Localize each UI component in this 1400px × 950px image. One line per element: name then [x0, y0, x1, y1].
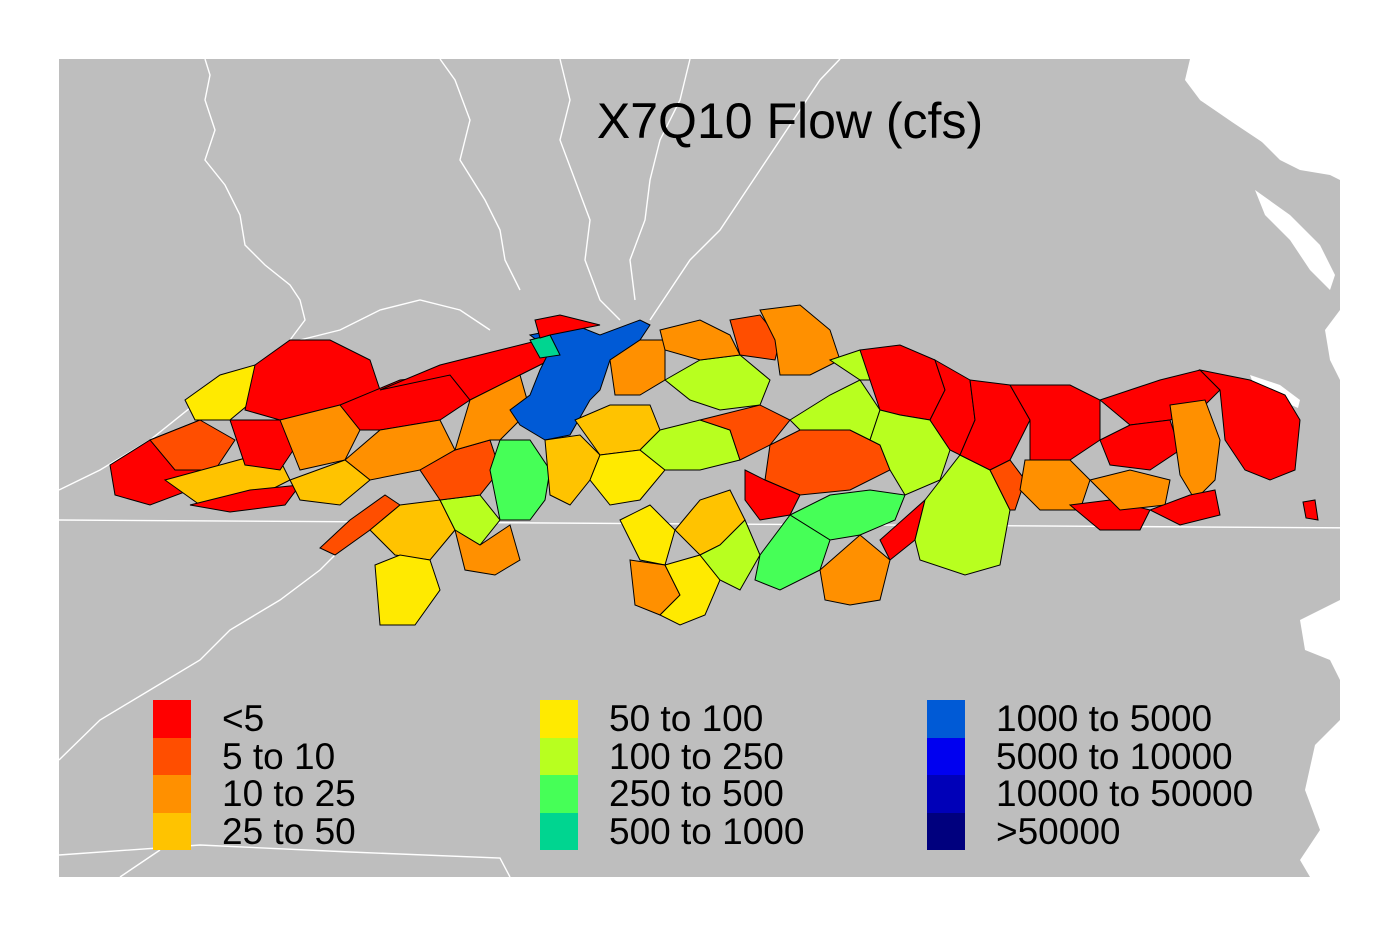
watershed-polygon [289, 459, 371, 506]
legend-swatch [927, 737, 965, 775]
watershed-polygon [1089, 469, 1171, 511]
coastal-water [1185, 59, 1340, 877]
watershed-polygon [509, 319, 651, 441]
watershed-polygon [534, 314, 601, 339]
legend-column-3: 1000 to 5000 5000 to 10000 10000 to 5000… [927, 700, 1253, 850]
watershed-polygon [149, 419, 236, 471]
legend-item: 10000 to 50000 [927, 775, 1253, 813]
watershed-polygon [619, 504, 676, 566]
legend-label: 50 to 100 [609, 698, 764, 739]
watershed-polygon [1169, 399, 1221, 501]
legend-item: 500 to 1000 [540, 810, 805, 852]
legend-item: 50 to 100 [540, 700, 804, 738]
legend-item: 5000 to 10000 [927, 735, 1253, 777]
legend-swatch [927, 775, 965, 813]
watershed-polygon [759, 304, 841, 376]
watershed-polygon [454, 524, 521, 576]
legend-label: 5000 to 10000 [996, 735, 1233, 777]
legend-column-1: <5 5 to 10 10 to 25 25 to 50 [153, 700, 356, 850]
watershed-polygon [819, 534, 891, 606]
legend-item: >50000 [927, 810, 1253, 852]
legend-label: 25 to 50 [222, 810, 356, 852]
map-title: X7Q10 Flow (cfs) [596, 93, 984, 149]
watershed-polygon [229, 419, 301, 471]
legend-label: >50000 [996, 810, 1121, 852]
legend-swatch [540, 775, 578, 813]
watershed-polygon [489, 439, 551, 521]
legend-label: 250 to 500 [609, 773, 784, 814]
legend-swatch [153, 700, 191, 738]
legend-item: 250 to 500 [540, 775, 804, 813]
legend-label: 5 to 10 [222, 735, 336, 777]
watershed-polygon [1302, 499, 1319, 521]
legend-item: <5 [153, 700, 356, 738]
legend-swatch [540, 700, 578, 738]
legend-item: 1000 to 5000 [927, 700, 1253, 738]
watershed-polygons [109, 304, 1319, 626]
legend-column-2: 50 to 100 100 to 250 250 to 500 500 to 1… [540, 700, 804, 850]
legend-swatch [927, 812, 965, 850]
legend-label: 1000 to 5000 [996, 698, 1213, 739]
watershed-polygon [189, 484, 302, 513]
legend-item: 10 to 25 [153, 775, 356, 813]
legend-swatch [540, 737, 578, 775]
legend-swatch [153, 737, 191, 775]
legend-item: 100 to 250 [540, 735, 804, 777]
watershed-polygon [1009, 384, 1101, 461]
watershed-polygon [989, 459, 1026, 511]
watershed-polygon [374, 554, 441, 626]
watershed-polygon [1148, 489, 1221, 526]
legend-item: 5 to 10 [153, 735, 356, 777]
watershed-polygon [1198, 369, 1301, 481]
legend-swatch [927, 700, 965, 738]
legend-swatch [153, 775, 191, 813]
legend-swatch [153, 812, 191, 850]
legend-label: 500 to 1000 [609, 810, 805, 852]
legend-label: 10000 to 50000 [996, 773, 1254, 814]
legend-label: <5 [222, 698, 265, 739]
legend-label: 10 to 25 [222, 773, 356, 814]
legend-label: 100 to 250 [609, 735, 784, 777]
legend-item: 25 to 50 [153, 810, 356, 852]
legend-swatch [540, 812, 578, 850]
watershed-polygon [788, 489, 906, 541]
